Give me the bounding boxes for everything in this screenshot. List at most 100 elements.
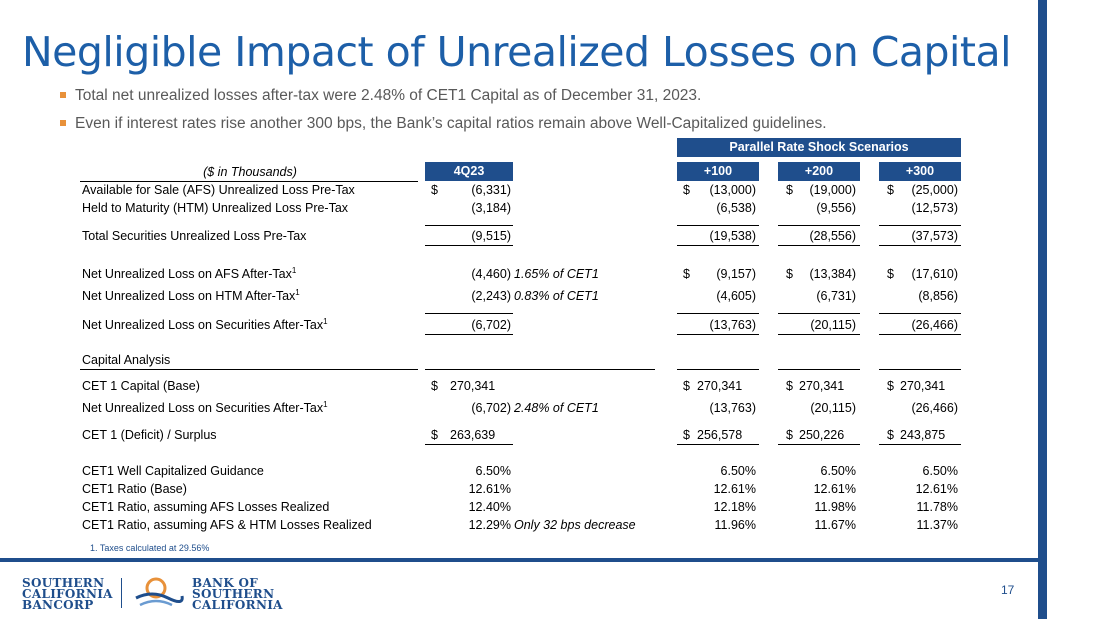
dollar-sign: $ [683, 267, 690, 281]
value-p100: 12.61% [713, 482, 756, 496]
footnote-marker: 1 [295, 287, 300, 297]
divider [677, 369, 759, 370]
decrease-note: Only 32 bps decrease [514, 518, 636, 532]
bullet-2: Even if interest rates rise another 300 … [60, 115, 827, 133]
divider [425, 245, 513, 246]
divider [879, 369, 961, 370]
divider [677, 334, 759, 335]
divider [778, 334, 860, 335]
value-p200: 11.98% [814, 500, 856, 514]
divider [879, 313, 961, 314]
footnote-marker: 1 [323, 316, 328, 326]
value-p100: 11.96% [714, 518, 756, 532]
divider [425, 369, 655, 370]
value-4q23: 12.29% [468, 518, 511, 532]
footnote-marker: 1 [291, 265, 297, 275]
value-p200: (20,115) [810, 318, 856, 332]
footnote-marker: 1 [323, 399, 328, 409]
divider [80, 181, 418, 182]
dollar-sign: $ [431, 183, 438, 197]
dollar-sign: $ [431, 379, 438, 393]
dollar-sign: $ [786, 379, 793, 393]
divider [425, 225, 513, 226]
value-p300: 243,875 [900, 428, 946, 442]
logo-bank-of-southern-california: BANK OF SOUTHERN CALIFORNIA [192, 576, 283, 612]
value-p100: 270,341 [697, 379, 743, 393]
logo-divider [121, 578, 122, 608]
bullet-square-icon [60, 120, 66, 126]
dollar-sign: $ [683, 183, 690, 197]
divider [677, 313, 759, 314]
page-title: Negligible Impact of Unrealized Losses o… [22, 28, 1011, 76]
value-p200: (13,384) [809, 267, 856, 281]
divider [677, 225, 759, 226]
row-label: Total Securities Unrealized Loss Pre-Tax [82, 229, 307, 243]
dollar-sign: $ [887, 183, 894, 197]
divider [778, 313, 860, 314]
value-p100: 12.18% [713, 500, 756, 514]
cet1-note: 2.48% of CET1 [514, 401, 599, 415]
value-4q23: 270,341 [450, 379, 496, 393]
value-p300: 270,341 [900, 379, 946, 393]
value-p200: (9,556) [816, 201, 856, 215]
row-label: CET1 Well Capitalized Guidance [82, 464, 264, 478]
divider [778, 444, 860, 445]
divider [425, 334, 513, 335]
value-4q23: 12.61% [468, 482, 511, 496]
row-label: CET 1 (Deficit) / Surplus [82, 428, 217, 442]
value-p200: (6,731) [816, 289, 856, 303]
value-p300: (17,610) [911, 267, 958, 281]
divider [677, 444, 759, 445]
value-p100: (19,538) [709, 229, 756, 243]
row-label: Net Unrealized Loss on AFS After-Tax1 [82, 265, 297, 281]
dollar-sign: $ [786, 183, 793, 197]
row-label: CET 1 Capital (Base) [82, 379, 200, 393]
value-p300: (26,466) [911, 401, 958, 415]
right-accent-bar [1038, 0, 1047, 619]
dollar-sign: $ [683, 379, 690, 393]
section-label: Capital Analysis [82, 353, 171, 367]
bank-swoosh-logo-icon [135, 577, 184, 607]
dollar-sign: $ [431, 428, 438, 442]
row-label: Held to Maturity (HTM) Unrealized Loss P… [82, 201, 349, 215]
value-p100: (13,000) [709, 183, 756, 197]
divider [879, 245, 961, 246]
bottom-accent-bar [0, 558, 1038, 562]
value-p200: (19,000) [809, 183, 856, 197]
value-4q23: (6,702) [471, 318, 511, 332]
value-p100: (6,538) [716, 201, 756, 215]
value-4q23: (3,184) [471, 201, 511, 215]
col-header-p300: +300 [879, 162, 961, 181]
units-label: ($ in Thousands) [203, 165, 297, 179]
value-p100: (13,763) [709, 318, 756, 332]
value-p300: 6.50% [922, 464, 958, 478]
divider [425, 444, 513, 445]
value-p200: 6.50% [820, 464, 856, 478]
value-p300: (8,856) [918, 289, 958, 303]
dollar-sign: $ [887, 428, 894, 442]
divider [879, 225, 961, 226]
value-p100: 256,578 [697, 428, 743, 442]
row-label: Available for Sale (AFS) Unrealized Loss… [82, 183, 355, 197]
value-p300: (25,000) [911, 183, 958, 197]
divider [879, 334, 961, 335]
value-p200: (20,115) [810, 401, 856, 415]
dollar-sign: $ [786, 267, 793, 281]
value-4q23: 6.50% [475, 464, 511, 478]
value-p200: (28,556) [809, 229, 856, 243]
footnote: 1. Taxes calculated at 29.56% [90, 543, 210, 553]
dollar-sign: $ [683, 428, 690, 442]
value-4q23: (2,243) [471, 289, 511, 303]
dollar-sign: $ [786, 428, 793, 442]
dollar-sign: $ [887, 379, 894, 393]
value-p200: 12.61% [813, 482, 856, 496]
divider [778, 369, 860, 370]
row-label: CET1 Ratio (Base) [82, 482, 187, 496]
value-p100: (13,763) [709, 401, 756, 415]
value-4q23: (9,515) [471, 229, 511, 243]
col-header-4q23: 4Q23 [425, 162, 513, 181]
row-label: CET1 Ratio, assuming AFS Losses Realized [82, 500, 330, 514]
bullet-square-icon [60, 92, 66, 98]
value-4q23: 12.40% [468, 500, 511, 514]
logo-southern-california-bancorp: SOUTHERN CALIFORNIA BANCORP [22, 576, 113, 612]
